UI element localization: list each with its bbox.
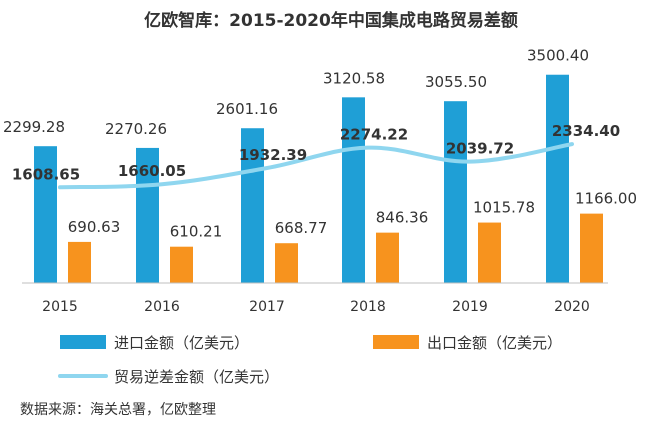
bar-import-2020 bbox=[546, 74, 569, 283]
bar-import-2018 bbox=[342, 97, 365, 283]
label-export-2018: 846.36 bbox=[376, 209, 429, 227]
x-tick-2015: 2015 bbox=[42, 299, 78, 315]
bar-export-2015 bbox=[68, 241, 91, 283]
legend-swatch-export bbox=[373, 335, 419, 349]
x-tick-labels: 2015 2016 2017 2018 2019 2020 bbox=[42, 299, 590, 315]
bar-import-2019 bbox=[444, 101, 467, 283]
legend-swatch-import bbox=[60, 335, 106, 349]
legend-label-import: 进口金额（亿美元） bbox=[114, 334, 249, 352]
label-deficit-2017: 1932.39 bbox=[239, 146, 307, 164]
label-import-2017: 2601.16 bbox=[216, 100, 278, 118]
label-export-2019: 1015.78 bbox=[473, 199, 535, 217]
label-deficit-2018: 2274.22 bbox=[340, 126, 408, 144]
bar-export-2016 bbox=[170, 246, 193, 283]
label-deficit-2019: 2039.72 bbox=[446, 140, 514, 158]
label-import-2018: 3120.58 bbox=[323, 69, 385, 87]
x-tick-2017: 2017 bbox=[249, 299, 285, 315]
bar-export-2019 bbox=[478, 222, 501, 283]
label-export-2017: 668.77 bbox=[275, 219, 328, 237]
legend-label-deficit: 贸易逆差金额（亿美元） bbox=[114, 368, 279, 386]
x-tick-2016: 2016 bbox=[144, 299, 180, 315]
label-import-2015: 2299.28 bbox=[3, 118, 65, 136]
legend: 进口金额（亿美元） 出口金额（亿美元） 贸易逆差金额（亿美元） bbox=[58, 334, 562, 386]
data-labels: 2299.28 690.63 2270.26 610.21 2601.16 668.77 3… bbox=[3, 47, 637, 241]
bar-export-2020 bbox=[580, 213, 603, 283]
label-deficit-2016: 1660.05 bbox=[118, 162, 186, 180]
label-export-2020: 1166.00 bbox=[575, 190, 637, 208]
x-tick-2018: 2018 bbox=[350, 299, 386, 315]
chart-title: 亿欧智库：2015-2020年中国集成电路贸易差额 bbox=[144, 10, 518, 31]
bars bbox=[34, 74, 603, 283]
label-export-2016: 610.21 bbox=[170, 223, 223, 241]
label-deficit-2020: 2334.40 bbox=[552, 122, 620, 140]
x-tick-2020: 2020 bbox=[554, 299, 590, 315]
source-note: 数据来源：海关总署，亿欧整理 bbox=[20, 402, 216, 418]
label-export-2015: 690.63 bbox=[68, 218, 121, 236]
label-deficit-2015: 1608.65 bbox=[12, 165, 80, 183]
deficit-line-path bbox=[58, 142, 574, 190]
x-tick-2019: 2019 bbox=[452, 299, 488, 315]
bar-export-2018 bbox=[376, 232, 399, 283]
bar-import-2016 bbox=[136, 147, 159, 283]
legend-label-export: 出口金额（亿美元） bbox=[427, 334, 562, 352]
deficit-line bbox=[58, 142, 574, 190]
label-import-2020: 3500.40 bbox=[527, 47, 589, 65]
label-import-2019: 3055.50 bbox=[425, 73, 487, 91]
bar-import-2017 bbox=[241, 128, 264, 283]
bar-export-2017 bbox=[275, 243, 298, 283]
label-import-2016: 2270.26 bbox=[105, 120, 167, 138]
bar-import-2015 bbox=[34, 146, 57, 283]
